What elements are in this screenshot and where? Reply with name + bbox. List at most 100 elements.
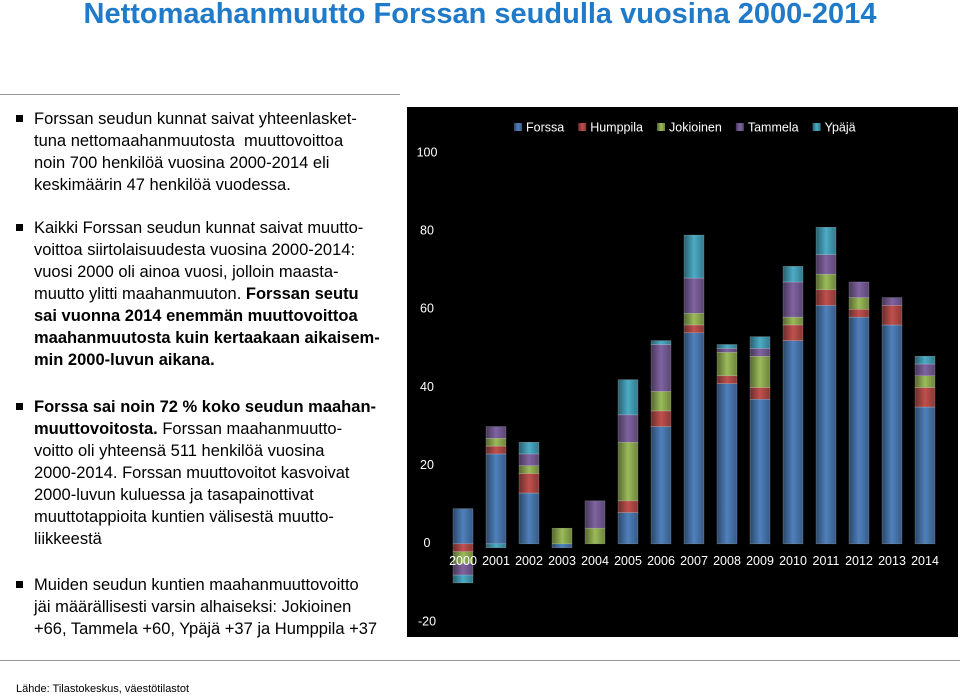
text-line: muuttotappioita kuntien välisestä muutto…: [34, 506, 396, 528]
bar-segment: [584, 527, 606, 545]
text-run: tuna nettomaahanmuutosta muuttovoittoa: [34, 132, 344, 150]
rule: [0, 660, 960, 661]
legend-label: Humppila: [590, 120, 643, 134]
bullet-list: Forssan seudun kunnat saivat yhteenlaske…: [16, 108, 396, 661]
text-line: Forssan seudun kunnat saivat yhteenlaske…: [34, 108, 396, 130]
x-tick-label: 2004: [581, 554, 609, 568]
text-run: Muiden seudun kuntien maahanmuuttovoitto: [34, 576, 359, 594]
text-line: Kaikki Forssan seudun kunnat saivat muut…: [34, 217, 396, 239]
text-line: Muiden seudun kuntien maahanmuuttovoitto: [34, 574, 396, 596]
bar-segment: [782, 316, 804, 326]
text-run: muuttotappioita kuntien välisestä muutto…: [34, 508, 334, 526]
text-line: muutto ylitti maahanmuuton. Forssan seut…: [34, 283, 396, 305]
bar-segment: [914, 406, 936, 545]
bar-segment: [716, 383, 738, 545]
bullet: Forssa sai noin 72 % koko seudun maahan-…: [16, 396, 396, 550]
text-line: voittoa siirtolaisuudesta vuosina 2000-2…: [34, 239, 396, 261]
bar-segment: [782, 324, 804, 341]
bar-segment: [617, 379, 639, 416]
text-line: sai vuonna 2014 enemmän muuttovoittoa: [34, 305, 396, 327]
bar-segment: [683, 332, 705, 545]
bar-segment: [683, 277, 705, 314]
bar-segment: [848, 281, 870, 298]
bar-segment: [848, 309, 870, 318]
text-line: vuosi 2000 oli ainoa vuosi, jolloin maas…: [34, 261, 396, 283]
x-tick-label: 2005: [614, 554, 642, 568]
bar-segment: [749, 336, 771, 349]
rule: [0, 94, 400, 95]
y-tick-label: 100: [417, 145, 438, 159]
bar-segment: [848, 297, 870, 310]
bar-segment: [683, 324, 705, 334]
y-tick-label: 60: [420, 302, 434, 316]
bar-segment: [485, 543, 507, 548]
bar-segment: [683, 312, 705, 326]
x-tick-label: 2014: [911, 554, 939, 568]
text-line: noin 700 henkilöä vuosina 2000-2014 eli: [34, 152, 396, 174]
text-line: maahanmuutosta kuin kertaakaan aikaisem-: [34, 327, 396, 349]
chart: -20 0 20 40 60 80 100 2000 2001 2002 2003 2004 2005 2…: [407, 107, 958, 637]
bar-segment: [749, 348, 771, 357]
bar-segment: [881, 297, 903, 306]
bullet: Kaikki Forssan seudun kunnat saivat muut…: [16, 217, 396, 371]
text-line: Forssa sai noin 72 % koko seudun maahan-: [34, 396, 396, 418]
x-tick-label: 2003: [548, 554, 576, 568]
x-tick-label: 2001: [482, 554, 510, 568]
bar-segment: [518, 465, 540, 474]
bar-segment: [485, 453, 507, 545]
bar-segment: [914, 387, 936, 408]
bar-segment: [650, 340, 672, 345]
bar-segment: [650, 391, 672, 412]
x-tick-label: 2013: [878, 554, 906, 568]
x-tick-label: 2000: [449, 554, 477, 568]
bar-segment: [848, 316, 870, 545]
x-tick-label: 2010: [779, 554, 807, 568]
text-run: keskimäärin 47 henkilöä vuodessa.: [34, 176, 291, 194]
bar-segment: [815, 305, 837, 545]
bar-segment: [815, 273, 837, 291]
bar-segment: [716, 348, 738, 353]
slide-title: Nettomaahanmuutto Forssan seudulla vuosi…: [83, 0, 877, 30]
y-tick-label: 80: [420, 223, 434, 237]
legend-label: Jokioinen: [669, 120, 722, 134]
bullet: Forssan seudun kunnat saivat yhteenlaske…: [16, 108, 396, 196]
legend-swatch: [735, 123, 744, 131]
bar-segment: [881, 324, 903, 545]
bar-segment: [815, 289, 837, 306]
text-line: +66, Tammela +60, Ypäjä +37 ja Humppila …: [34, 618, 396, 640]
text-line: voitto oli yhteensä 511 henkilöä vuosina: [34, 440, 396, 462]
bar-segment: [485, 438, 507, 447]
text-run: noin 700 henkilöä vuosina 2000-2014 eli: [34, 154, 330, 172]
bar-segment: [716, 344, 738, 349]
text-run: Forssan seudun kunnat saivat yhteenlaske…: [34, 110, 357, 128]
text-line: min 2000-luvun aikana.: [34, 349, 396, 371]
bar-segment: [518, 453, 540, 466]
text-run: maahanmuutosta kuin kertaakaan aikaisem-: [34, 329, 380, 347]
bullet: Muiden seudun kuntien maahanmuuttovoitto…: [16, 574, 396, 640]
bar-segment: [815, 227, 837, 255]
text-line: 2000-2014. Forssan muuttovoitot kasvoiva…: [34, 462, 396, 484]
legend-label: Forssa: [526, 120, 564, 134]
bar-segment: [716, 375, 738, 384]
text-run: +66, Tammela +60, Ypäjä +37 ja Humppila …: [34, 620, 378, 638]
text-run: liikkeestä: [34, 530, 102, 548]
x-tick-label: 2002: [515, 554, 543, 568]
text-run: Forssan maahanmuutto-: [157, 420, 343, 438]
bar-segment: [452, 543, 474, 552]
bar-segment: [782, 281, 804, 318]
text-line: tuna nettomaahanmuutosta muuttovoittoa: [34, 130, 396, 152]
bar-segment: [749, 398, 771, 545]
bar-segment: [914, 355, 936, 365]
bar-segment: [617, 414, 639, 443]
bar-segment: [617, 512, 639, 545]
text-run: 2000-luvun kuluessa ja tasapainottivat: [34, 486, 314, 504]
bar-segment: [518, 473, 540, 494]
x-tick-label: 2009: [746, 554, 774, 568]
text-line: liikkeestä: [34, 528, 396, 550]
bar-segment: [914, 375, 936, 388]
text-run: sai vuonna 2014 enemmän muuttovoittoa: [34, 307, 358, 325]
bar-segment: [452, 574, 474, 584]
x-tick-label: 2007: [680, 554, 708, 568]
legend-label: Tammela: [748, 120, 799, 134]
